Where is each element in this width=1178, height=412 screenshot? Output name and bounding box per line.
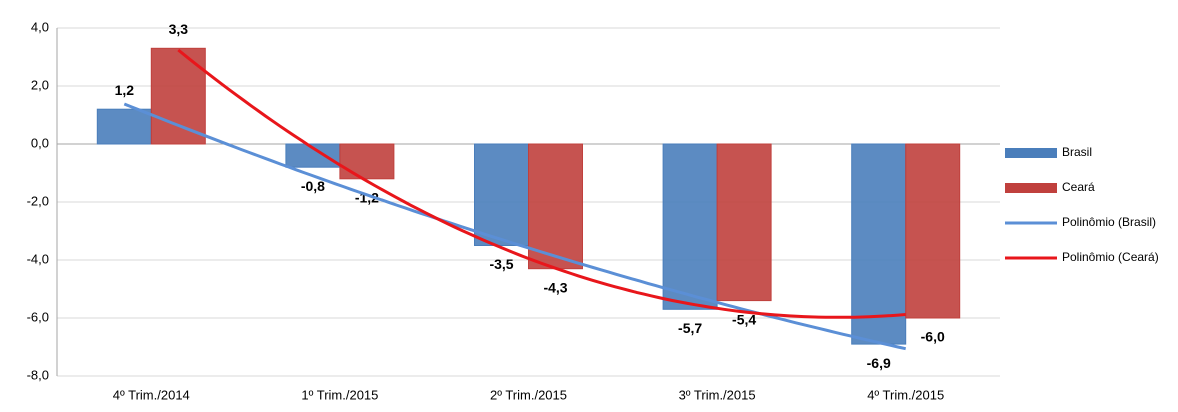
x-tick-label: 4º Trim./2015 — [867, 387, 944, 402]
value-label: -4,3 — [543, 279, 567, 295]
legend-swatch — [1005, 148, 1057, 158]
x-tick-label: 3º Trim./2015 — [679, 387, 756, 402]
x-tick-label: 2º Trim./2015 — [490, 387, 567, 402]
y-tick-label: -4,0 — [27, 251, 49, 266]
y-tick-label: -8,0 — [27, 367, 49, 382]
value-label: 1,2 — [115, 82, 135, 98]
bar — [474, 143, 529, 246]
legend-label: Polinômio (Ceará) — [1062, 250, 1159, 264]
legend-label: Polinômio (Brasil) — [1062, 215, 1156, 229]
y-tick-label: 2,0 — [31, 77, 49, 92]
y-tick-label: 0,0 — [31, 135, 49, 150]
y-tick-label: -2,0 — [27, 193, 49, 208]
value-label: -0,8 — [301, 178, 325, 194]
value-label: -5,7 — [678, 320, 702, 336]
value-label: -6,0 — [921, 329, 945, 345]
bar — [339, 143, 395, 180]
value-label: -6,9 — [867, 355, 891, 371]
bar — [150, 47, 206, 145]
bar — [851, 143, 907, 345]
value-label: 3,3 — [169, 21, 189, 37]
y-tick-label: -6,0 — [27, 309, 49, 324]
legend-label: Brasil — [1062, 145, 1092, 159]
value-label: -5,4 — [732, 311, 756, 327]
bar — [662, 143, 718, 310]
x-tick-label: 1º Trim./2015 — [301, 387, 378, 402]
y-tick-label: 4,0 — [31, 19, 49, 34]
bar — [96, 108, 152, 145]
legend-label: Ceará — [1062, 180, 1095, 194]
bar — [528, 143, 583, 270]
bar — [905, 143, 961, 319]
bar — [716, 143, 772, 302]
x-tick-label: 4º Trim./2014 — [113, 387, 190, 402]
value-label: -3,5 — [489, 256, 513, 272]
trend-line — [177, 48, 906, 319]
legend-swatch — [1005, 183, 1057, 193]
trend-line — [123, 102, 907, 351]
